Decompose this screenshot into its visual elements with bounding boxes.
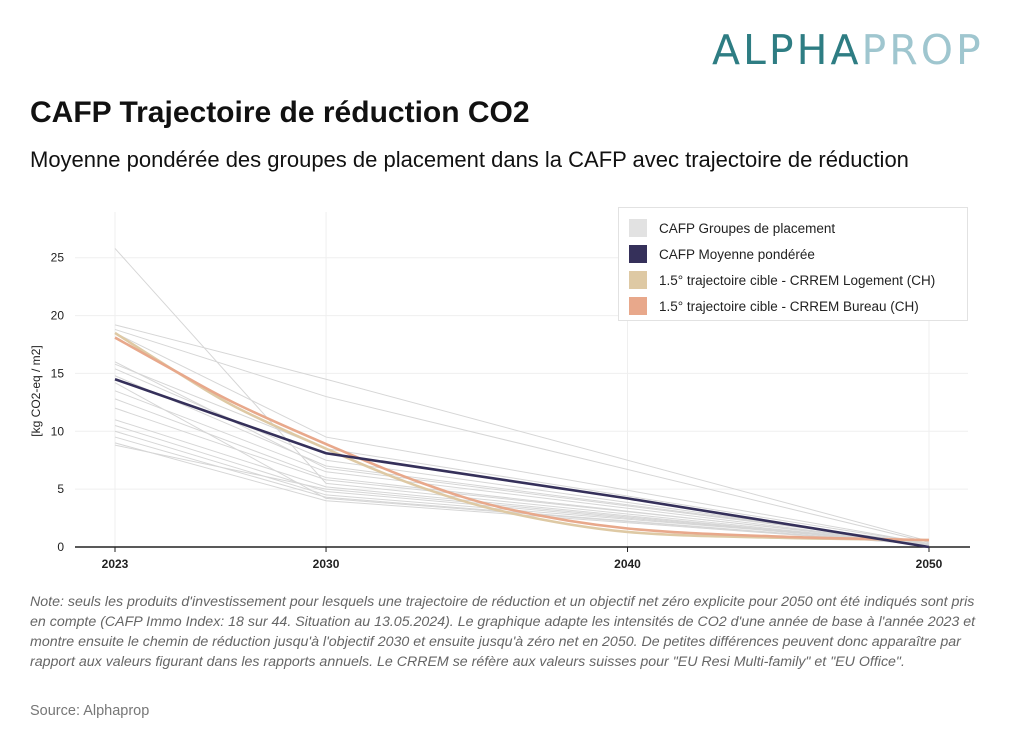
group-series-line [114, 332, 930, 545]
alphaprop-logo: ALPHAPROP [712, 26, 984, 74]
y-axis-label: [kg CO2-eq / m2] [29, 345, 43, 436]
chart-note: Note: seuls les produits d'investissemen… [30, 594, 976, 670]
group-series-line [114, 361, 930, 545]
legend-label-moyenne: CAFP Moyenne pondérée [659, 246, 815, 262]
group-series-line [114, 375, 930, 545]
chart-title: CAFP Trajectoire de réduction CO2 [30, 96, 530, 129]
y-tick-label: 20 [51, 309, 65, 323]
group-series-line [114, 444, 930, 546]
group-series-line [114, 328, 930, 543]
legend-item-bureau: 1.5° trajectoire cible - CRREM Bureau (C… [629, 297, 919, 315]
group-series-line [114, 442, 930, 546]
group-series-line [114, 407, 930, 545]
x-tick-label: 2030 [313, 557, 340, 571]
x-tick-label: 2040 [614, 557, 641, 571]
y-tick-label: 10 [51, 424, 65, 438]
x-tick-label: 2050 [916, 557, 943, 571]
y-tick-label: 5 [57, 482, 64, 496]
group-series-line [114, 430, 930, 545]
legend-item-groupes: CAFP Groupes de placement [629, 219, 835, 237]
chart-svg: 2023 2030 2040 2050 0 5 10 15 20 25 [kg CO2-eq / m… [29, 212, 970, 571]
legend-item-logement: 1.5° trajectoire cible - CRREM Logement … [629, 271, 935, 289]
y-tick-label: 25 [51, 251, 65, 265]
crrem-logement-line [114, 331, 930, 542]
chart-source: Source: Alphaprop [30, 703, 150, 719]
group-series-line [114, 368, 930, 546]
group-series-line [114, 248, 930, 546]
legend-swatch-bureau [629, 297, 647, 315]
legend-label-bureau: 1.5° trajectoire cible - CRREM Bureau (C… [659, 298, 919, 314]
group-series-line [114, 324, 930, 542]
x-tick-label: 2023 [102, 557, 129, 571]
group-series-line [114, 382, 930, 546]
group-series-line [114, 419, 930, 546]
logo-alpha: ALPHA [712, 26, 862, 74]
y-tick-label: 15 [51, 366, 65, 380]
weighted-average-line [114, 377, 930, 549]
group-series-line [114, 390, 930, 546]
legend-swatch-logement [629, 271, 647, 289]
legend-swatch-groupes [629, 219, 647, 237]
chart-subtitle: Moyenne pondérée des groupes de placemen… [30, 147, 909, 172]
legend-swatch-moyenne [629, 245, 647, 263]
logo-prop: PROP [861, 26, 984, 74]
legend-label-logement: 1.5° trajectoire cible - CRREM Logement … [659, 272, 936, 288]
y-tick-label: 0 [57, 540, 64, 554]
legend-label-groupes: CAFP Groupes de placement [659, 220, 836, 236]
chart-legend: CAFP Groupes de placement CAFP Moyenne p… [618, 207, 968, 321]
legend-item-moyenne: CAFP Moyenne pondérée [629, 245, 815, 263]
crrem-bureau-line [114, 336, 930, 542]
